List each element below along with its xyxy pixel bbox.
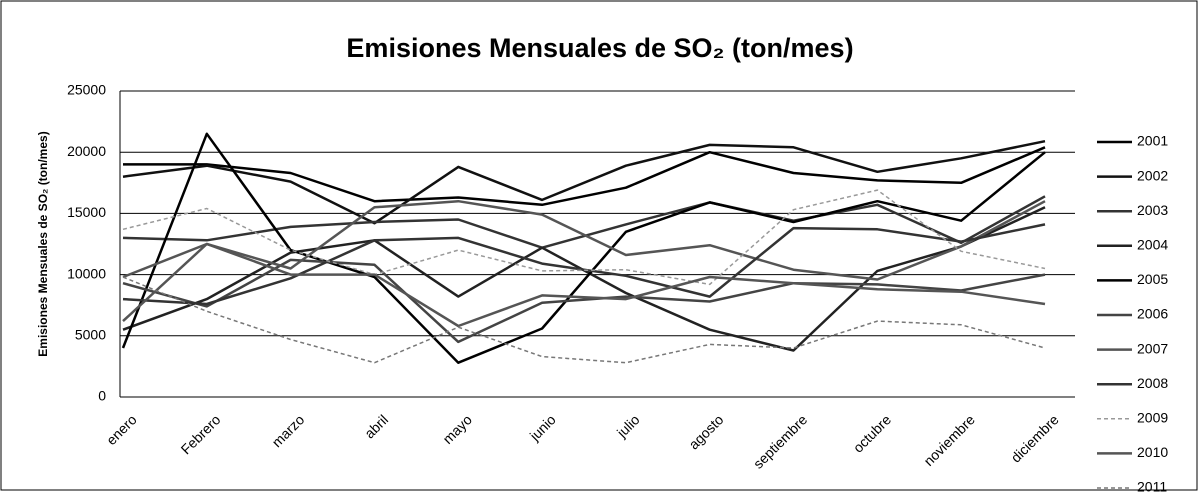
series-line: [122, 242, 1046, 328]
legend-label: 2008: [1137, 375, 1168, 391]
legend-label: 2002: [1137, 167, 1168, 183]
y-tick-label: 10000: [67, 265, 106, 281]
series-line: [122, 258, 1046, 344]
y-tick-label: 25000: [67, 82, 106, 98]
y-tick-label: 0: [98, 388, 106, 404]
chart-title: Emisiones Mensuales de SO₂ (ton/mes): [346, 33, 853, 63]
legend-label: 2006: [1137, 306, 1168, 322]
y-axis-label: Emisiones Mensuales de SO₂ (ton/mes): [36, 131, 50, 356]
y-tick-label: 15000: [67, 204, 106, 220]
legend-label: 2005: [1137, 271, 1168, 287]
y-tick-label: 20000: [67, 143, 106, 159]
series-line: [121, 132, 1046, 364]
y-tick-label: 5000: [75, 327, 106, 343]
legend-label: 2007: [1137, 340, 1168, 356]
legend-label: 2004: [1137, 237, 1168, 253]
legend-label: 2011: [1137, 479, 1167, 492]
legend-label: 2010: [1137, 444, 1168, 460]
legend-label: 2009: [1137, 410, 1168, 426]
series-line: [122, 199, 1046, 281]
series-line: [122, 223, 1046, 306]
series-line: [122, 189, 1046, 286]
series-line: [122, 139, 1046, 225]
legend-label: 2001: [1137, 133, 1168, 149]
series-line: [122, 276, 1046, 364]
legend-label: 2003: [1137, 202, 1168, 218]
series-line: [123, 146, 1046, 207]
